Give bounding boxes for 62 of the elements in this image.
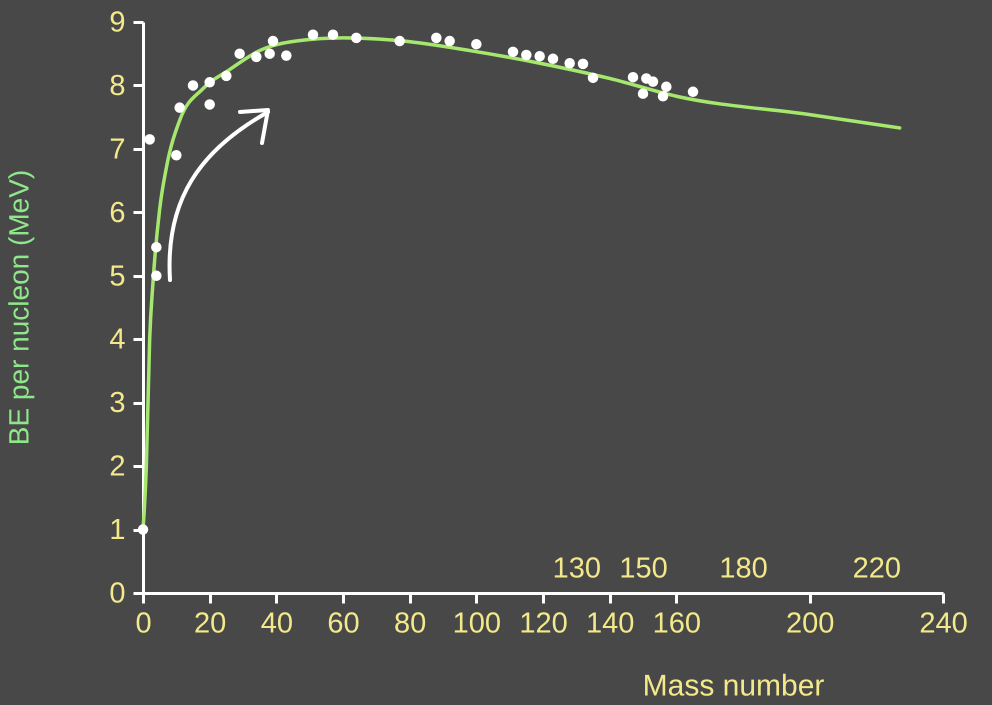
y-tick-label: 4: [109, 324, 126, 356]
point: [471, 38, 482, 50]
x-tick-label: 200: [786, 608, 834, 640]
point: [268, 36, 278, 46]
x-axis-title: Mass number: [642, 670, 824, 702]
x2-tick-label: 180: [719, 552, 768, 584]
point: [658, 90, 668, 102]
point: [638, 88, 648, 99]
x2-tick-label: 220: [852, 552, 902, 584]
point: [351, 32, 362, 44]
point: [328, 29, 338, 40]
point: [264, 48, 275, 59]
point: [534, 51, 545, 62]
point: [588, 72, 598, 84]
point: [174, 102, 185, 113]
point: [508, 46, 518, 58]
point: [578, 58, 588, 70]
y-tick-label: 8: [109, 70, 126, 102]
point: [151, 242, 162, 252]
y-axis-title: BE per nucleon (MeV): [4, 170, 34, 446]
x-tick-label: 120: [519, 608, 568, 640]
x2-tick-label: 130: [552, 552, 602, 584]
y-tick-label: 3: [109, 387, 126, 420]
y-tick-label: 7: [109, 133, 126, 166]
x2-tick-label: 150: [619, 552, 668, 584]
point: [204, 99, 215, 110]
point: [648, 76, 658, 87]
x-tick-label: 240: [919, 608, 968, 640]
point: [188, 80, 198, 91]
point: [221, 70, 232, 82]
point: [138, 524, 148, 535]
point: [548, 54, 558, 64]
y-tick-label: 2: [109, 450, 126, 483]
point: [308, 29, 318, 40]
point: [234, 48, 245, 59]
x-tick-label: 0: [135, 608, 152, 640]
point: [564, 58, 575, 68]
point: [144, 134, 155, 145]
point: [281, 50, 292, 61]
x-tick-label: 60: [327, 608, 360, 640]
point: [444, 36, 455, 46]
point: [151, 270, 162, 282]
point: [628, 72, 638, 82]
x-tick-label: 80: [394, 608, 426, 640]
x-tick-label: 100: [452, 608, 502, 640]
y-tick-label: 6: [109, 196, 126, 229]
point: [394, 36, 405, 46]
y-tick-label: 9: [109, 6, 126, 38]
point: [171, 150, 182, 160]
point: [431, 32, 442, 44]
x-tick-label: 140: [586, 608, 634, 640]
point: [661, 81, 672, 92]
y-tick-label: 0: [109, 578, 126, 610]
x-tick-label: 40: [260, 608, 293, 640]
x-tick-label: 160: [652, 608, 702, 640]
point: [251, 52, 262, 62]
point: [688, 86, 698, 98]
x-tick-label: 20: [194, 608, 226, 640]
y-tick-label: 1: [109, 514, 126, 546]
point: [521, 50, 532, 60]
y-tick-label: 5: [109, 260, 126, 292]
point: [204, 77, 215, 88]
